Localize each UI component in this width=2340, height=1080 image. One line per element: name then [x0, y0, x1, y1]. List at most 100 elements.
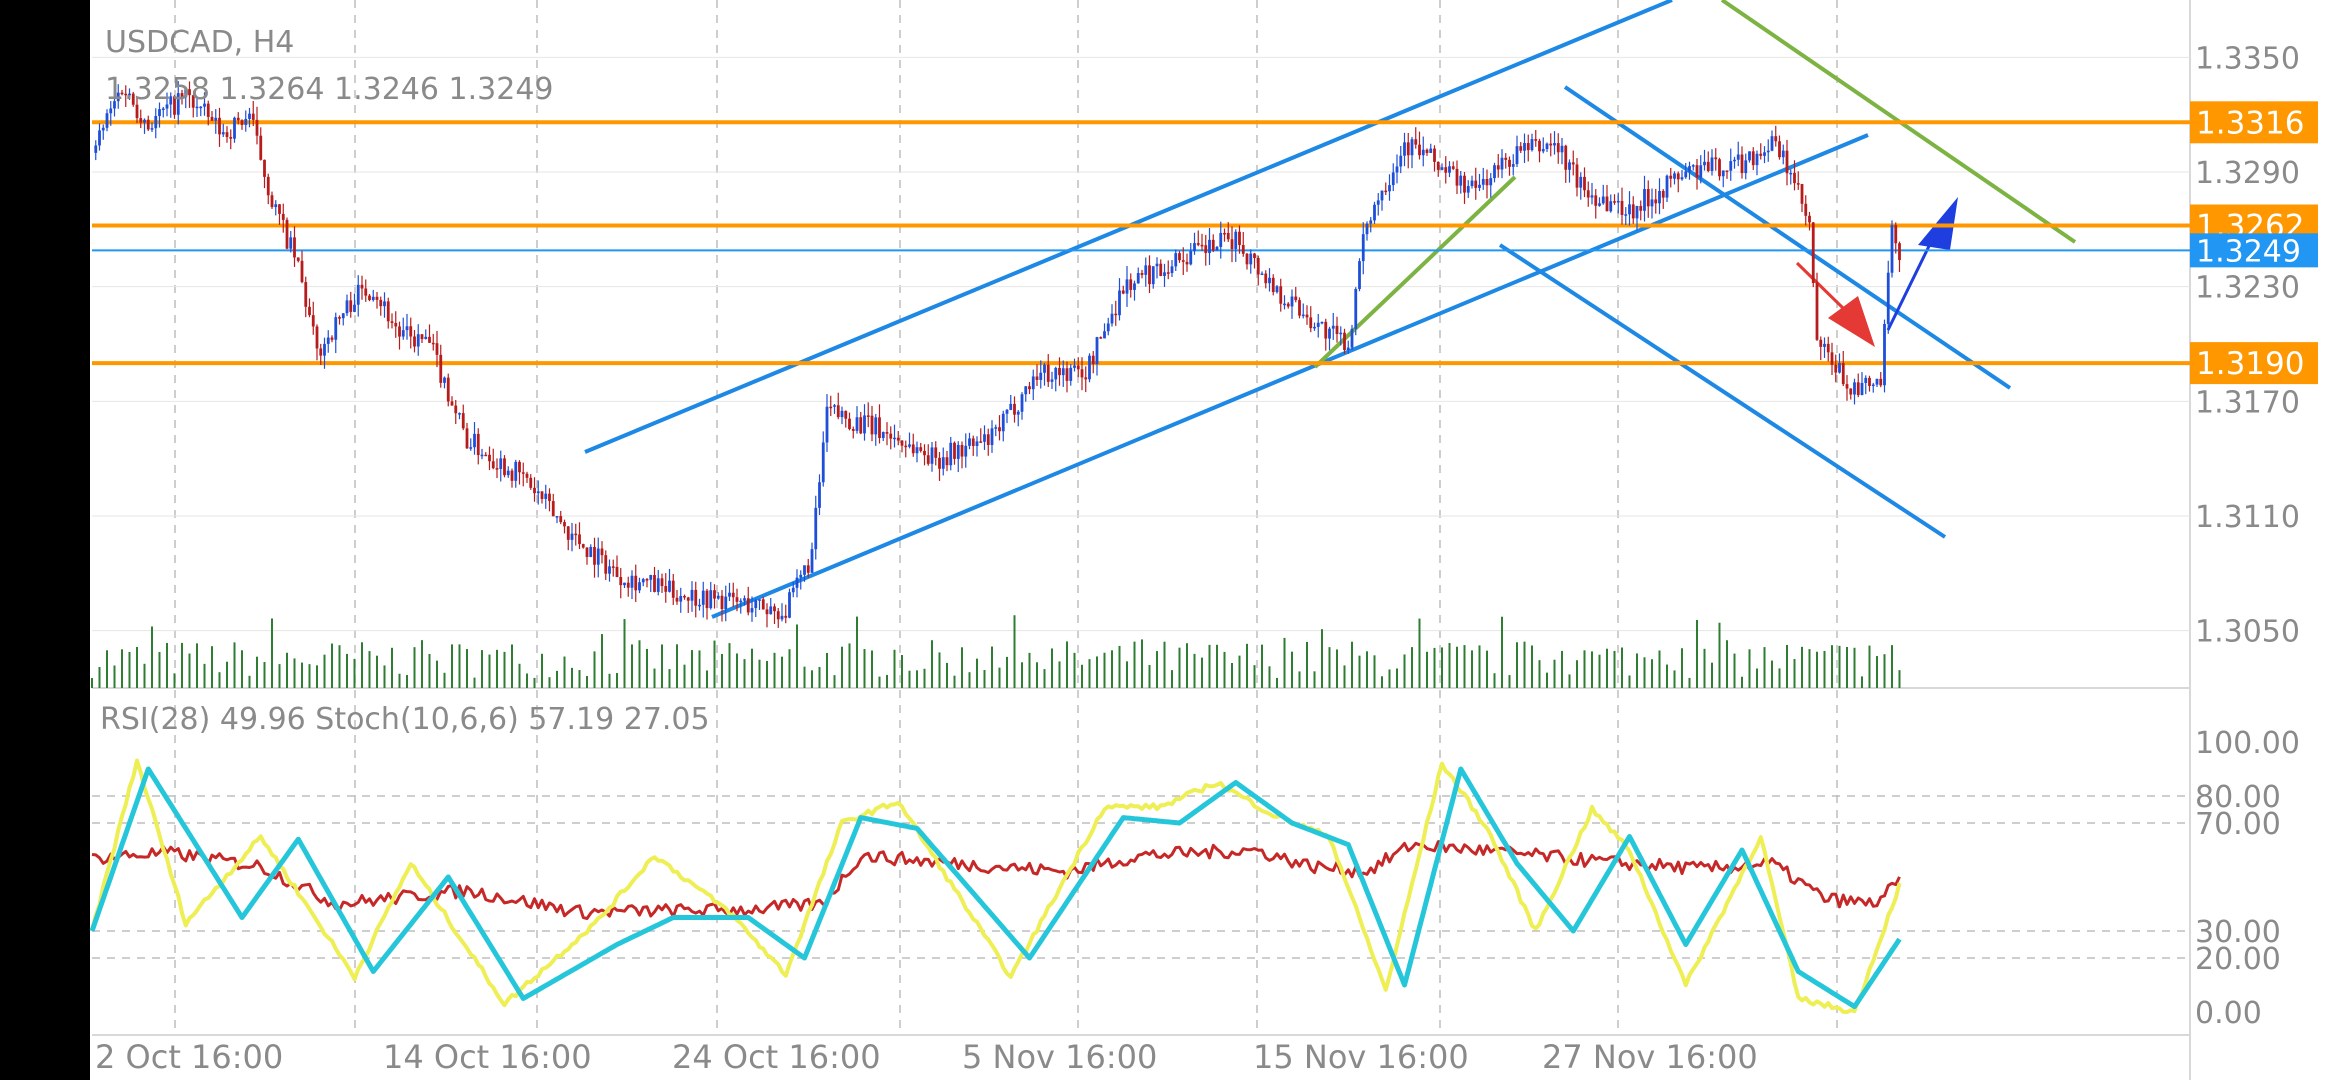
- candle-body: [1189, 251, 1193, 265]
- candle-body: [1804, 203, 1808, 216]
- candle-body: [439, 354, 443, 383]
- candle-body: [1193, 243, 1196, 252]
- candle-body: [1489, 178, 1493, 186]
- candle-body: [1601, 196, 1605, 204]
- candle-body: [188, 89, 191, 96]
- candle-body: [615, 566, 619, 577]
- candle-body: [1256, 257, 1260, 275]
- candle-body: [645, 579, 649, 581]
- candle-body: [1196, 243, 1200, 245]
- candle-body: [379, 299, 383, 307]
- level-badge-label: 1.3316: [2196, 105, 2304, 141]
- candle-body: [1444, 167, 1448, 173]
- candle-body: [1886, 272, 1890, 324]
- candle-body: [709, 590, 713, 609]
- candle-body: [431, 342, 435, 345]
- candle-body: [1785, 150, 1789, 174]
- candle-body: [465, 428, 469, 449]
- candle-body: [266, 176, 270, 196]
- candle-body: [1620, 200, 1624, 215]
- candle-body: [1065, 368, 1069, 381]
- candle-body: [979, 441, 983, 443]
- candle-body: [529, 477, 533, 488]
- candle-body: [503, 458, 506, 476]
- candle-body: [394, 322, 398, 327]
- candle-body: [1283, 303, 1286, 306]
- candle-body: [608, 566, 611, 574]
- candle-body: [1504, 157, 1508, 160]
- candle-body: [289, 237, 293, 249]
- level-badge-label: 1.3190: [2196, 346, 2304, 382]
- candle-body: [206, 103, 210, 117]
- candle-body: [1170, 266, 1174, 274]
- candle-body: [1755, 153, 1759, 166]
- candle-body: [1841, 363, 1845, 385]
- candle-body: [1478, 184, 1481, 188]
- candle-body: [1050, 379, 1054, 382]
- candle-body: [859, 417, 863, 434]
- candle-body: [1054, 367, 1058, 380]
- candle-body: [874, 417, 878, 435]
- stoch-signal-line: [89, 766, 1902, 1010]
- candle-body: [1354, 288, 1358, 329]
- candle-body: [1148, 265, 1151, 285]
- candle-body: [1039, 372, 1043, 380]
- candle-body: [323, 343, 326, 356]
- candle-body: [566, 526, 570, 540]
- candle-body: [1451, 166, 1455, 169]
- candle-body: [1200, 244, 1204, 247]
- candle-body: [975, 441, 979, 447]
- candle-body: [1646, 189, 1650, 207]
- candle-body: [915, 447, 919, 454]
- candle-body: [214, 117, 218, 121]
- candle-body: [356, 284, 360, 305]
- time-tick-label: 5 Nov 16:00: [962, 1038, 1157, 1076]
- candle-body: [1301, 314, 1305, 317]
- candle-body: [1733, 159, 1736, 162]
- candle-body: [728, 592, 731, 597]
- candle-body: [424, 336, 428, 340]
- candle-body: [690, 589, 694, 601]
- candle-body: [1474, 180, 1478, 188]
- candle-body: [1298, 300, 1301, 316]
- candle-body: [1556, 143, 1560, 153]
- candle-body: [446, 377, 450, 402]
- candle-body: [278, 204, 281, 214]
- candle-body: [893, 437, 896, 440]
- candle-body: [428, 336, 431, 343]
- candle-body: [1616, 200, 1620, 203]
- trend-lines: [584, 0, 2077, 619]
- green-support-line: [1313, 175, 1517, 369]
- candle-body: [1808, 215, 1811, 223]
- candle-body: [919, 447, 923, 451]
- candle-body: [604, 555, 608, 574]
- candle-body: [1628, 204, 1631, 215]
- candle-body: [829, 406, 833, 409]
- candle-body: [191, 95, 195, 108]
- candle-body: [1459, 175, 1463, 186]
- candle-body: [1290, 296, 1294, 307]
- candle-body: [1864, 377, 1868, 383]
- candle-body: [116, 92, 120, 102]
- candle-body: [1279, 286, 1283, 304]
- red-arrow-shaft: [1795, 261, 1847, 312]
- candle-body: [1466, 186, 1470, 193]
- candle-body: [1211, 239, 1215, 251]
- candle-body: [1324, 321, 1328, 339]
- candle-body: [679, 595, 683, 602]
- candle-body: [1541, 149, 1545, 152]
- candle-body: [990, 428, 994, 445]
- candle-body: [1770, 136, 1774, 151]
- candle-body: [1275, 286, 1279, 293]
- candle-body: [1560, 145, 1564, 153]
- candle-body: [300, 260, 304, 283]
- candle-body: [930, 447, 934, 464]
- candle-body: [559, 516, 563, 523]
- candle-body: [1024, 386, 1028, 395]
- candle-body: [1605, 196, 1609, 212]
- candle-body: [848, 418, 851, 430]
- candle-body: [1830, 352, 1834, 365]
- candle-body: [1853, 382, 1856, 395]
